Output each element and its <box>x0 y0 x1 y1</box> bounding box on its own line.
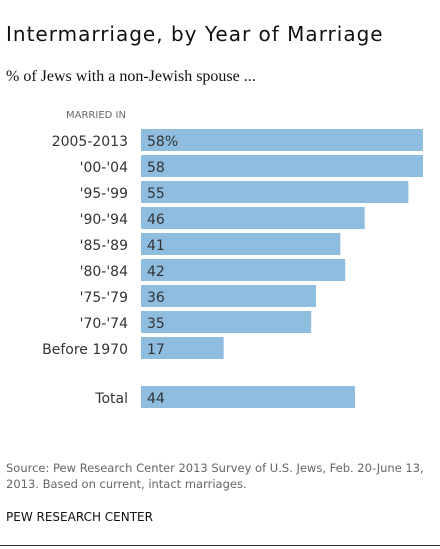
value-label: 58% <box>147 134 178 150</box>
bar <box>141 129 423 151</box>
value-label: 44 <box>147 391 165 407</box>
value-label: 46 <box>147 212 165 228</box>
bar <box>141 181 409 203</box>
category-label: '70-'74 <box>80 316 128 332</box>
category-label: '75-'79 <box>80 290 128 306</box>
category-label: Total <box>94 391 128 407</box>
value-label: 55 <box>147 186 165 202</box>
bottom-divider <box>0 545 440 546</box>
category-label: '95-'99 <box>80 186 128 202</box>
chart-title: Intermarriage, by Year of Marriage <box>6 22 384 46</box>
category-header: MARRIED IN <box>66 110 126 121</box>
value-label: 42 <box>147 264 165 280</box>
value-label: 41 <box>147 238 165 254</box>
bar <box>141 155 423 177</box>
bar <box>141 233 341 255</box>
bar <box>141 386 355 408</box>
bar <box>141 207 365 229</box>
value-label: 35 <box>147 316 165 332</box>
category-label: 2005-2013 <box>52 134 128 150</box>
category-label: '80-'84 <box>80 264 128 280</box>
organization-name: PEW RESEARCH CENTER <box>6 510 153 524</box>
chart-subtitle: % of Jews with a non-Jewish spouse ... <box>6 68 256 85</box>
bar <box>141 337 224 359</box>
value-label: 17 <box>147 342 165 358</box>
category-label: '00-'04 <box>80 160 128 176</box>
value-label: 58 <box>147 160 165 176</box>
bar-chart: 2005-2013 58% '00-'04 58 '95-'99 55 '90-'94 46 '… <box>42 129 423 408</box>
category-label: '85-'89 <box>80 238 128 254</box>
bar <box>141 259 346 281</box>
category-label: Before 1970 <box>42 342 128 358</box>
source-note: Source: Pew Research Center 2013 Survey … <box>6 461 424 491</box>
bar <box>141 311 312 333</box>
value-label: 36 <box>147 290 165 306</box>
bar <box>141 285 317 307</box>
category-label: '90-'94 <box>80 212 128 228</box>
